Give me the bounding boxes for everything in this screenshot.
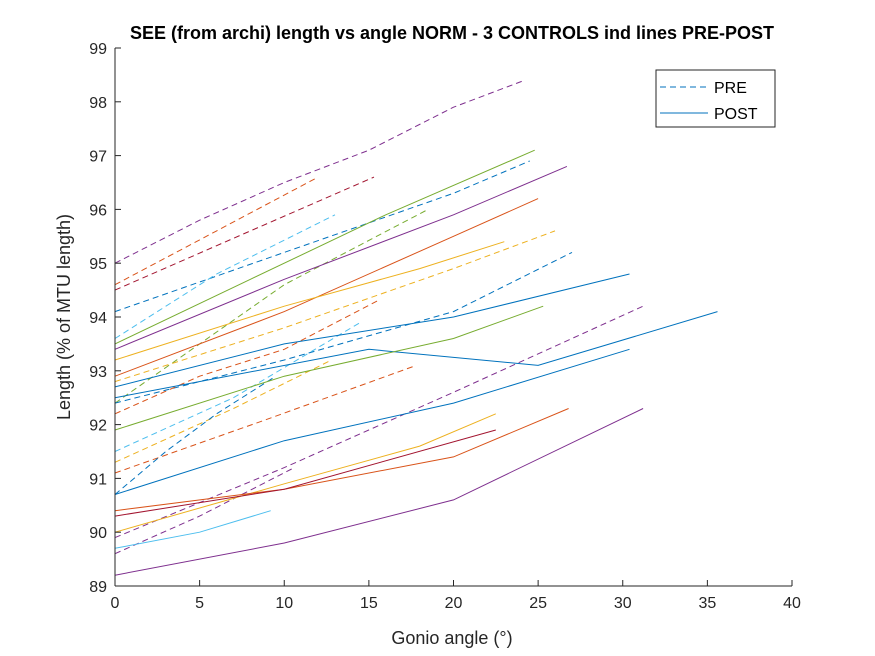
pre-series-line-6: [114, 230, 556, 383]
x-tick-label: 25: [529, 595, 547, 612]
post-series-line-15: [114, 149, 535, 345]
x-tick-label: 30: [614, 595, 632, 612]
x-axis-label: Gonio angle (°): [391, 628, 512, 648]
x-tick-label: 35: [698, 595, 716, 612]
y-tick-label: 98: [89, 95, 107, 112]
post-series-line-20: [114, 311, 718, 399]
post-series-line-24: [114, 408, 569, 512]
post-series-line-27: [114, 408, 644, 576]
y-tick-label: 95: [89, 256, 107, 273]
post-series-line-22: [114, 348, 630, 495]
y-tick-label: 89: [89, 579, 107, 596]
x-tick-label: 5: [195, 595, 204, 612]
y-tick-label: 94: [89, 310, 107, 327]
post-series-line-21: [114, 305, 544, 431]
post-series-line-19: [114, 273, 630, 388]
legend-box: [655, 69, 776, 128]
pre-series-line-9: [114, 321, 361, 452]
x-tick-label: 15: [360, 595, 378, 612]
pre-series-line-11: [114, 364, 417, 474]
post-series-line-16: [114, 165, 568, 350]
legend: PRE POST: [655, 69, 776, 128]
y-tick-label: 91: [89, 471, 107, 488]
pre-series-line-10: [114, 359, 332, 463]
pre-series-line-14: [114, 467, 295, 555]
post-series-line-23: [114, 413, 496, 533]
y-tick-label: 96: [89, 202, 107, 219]
post-series-line-18: [114, 241, 505, 361]
legend-label-pre: PRE: [714, 80, 747, 97]
x-tick-label: 40: [783, 595, 801, 612]
y-axis-label: Length (% of MTU length): [54, 214, 74, 420]
post-series-line-25: [114, 429, 496, 517]
pre-series-line-7: [114, 251, 573, 404]
y-tick-label: 92: [89, 418, 107, 435]
x-tick-label: 10: [275, 595, 293, 612]
pre-series-line-0: [114, 79, 525, 264]
pre-series-line-1: [114, 176, 319, 286]
pre-series-line-13: [114, 375, 277, 495]
post-series-line-17: [114, 198, 539, 377]
x-tick-label: 0: [111, 595, 120, 612]
post-series-line-26: [114, 510, 271, 549]
y-tick-label: 90: [89, 525, 107, 542]
pre-series-line-4: [114, 208, 429, 404]
y-tick-label: 99: [89, 41, 107, 58]
legend-label-post: POST: [714, 106, 758, 123]
data-lines: [114, 79, 718, 576]
y-tick-label: 97: [89, 149, 107, 166]
x-tick-label: 20: [445, 595, 463, 612]
chart-title: SEE (from archi) length vs angle NORM - …: [130, 23, 774, 43]
y-tick-label: 93: [89, 364, 107, 381]
pre-series-line-8: [114, 300, 378, 415]
pre-series-line-5: [114, 214, 336, 339]
axes: 0 5 10 15 20 25 30 35 40 89 90 91 92 93 94 95 96 97 98 99: [89, 41, 801, 612]
